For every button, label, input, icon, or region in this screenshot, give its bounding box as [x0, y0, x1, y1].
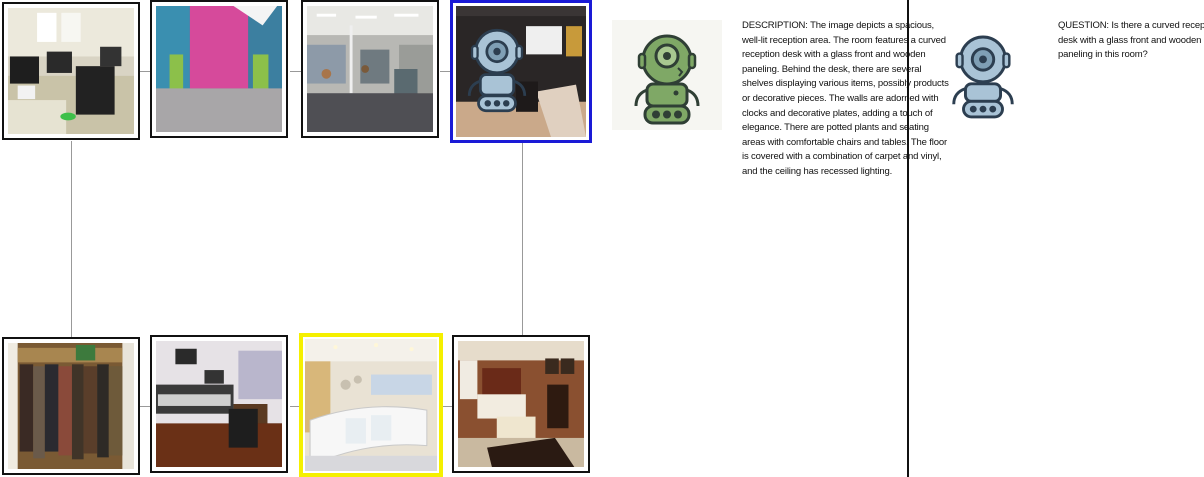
connector-line	[290, 71, 302, 72]
blue-robot-icon	[467, 28, 527, 113]
shopping-hall-image	[307, 6, 433, 132]
bedroom-image	[458, 341, 584, 467]
image-tile-closet[interactable]	[2, 337, 140, 475]
closet-image	[8, 343, 134, 469]
description-text: DESCRIPTION: The image depicts a spaciou…	[742, 20, 949, 177]
image-tile-attic-room[interactable]	[150, 0, 288, 138]
reception-area-image	[305, 339, 437, 471]
connector-line	[140, 71, 152, 72]
image-tile-computer-lab[interactable]	[2, 2, 140, 140]
blue-robot-icon	[952, 35, 1014, 119]
connector-line	[522, 142, 523, 337]
image-tile-bedroom[interactable]	[452, 335, 590, 473]
panel-divider	[907, 0, 909, 477]
connector-line	[440, 71, 452, 72]
green-robot-icon	[634, 34, 700, 125]
image-tile-dark-room-with-robot[interactable]	[450, 0, 592, 143]
green-robot-avatar	[612, 20, 722, 130]
connector-line	[140, 406, 152, 407]
attic-room-image	[156, 6, 282, 132]
blue-robot-avatar	[944, 30, 1022, 120]
connector-line	[290, 406, 302, 407]
image-tile-reception-area[interactable]	[299, 333, 443, 477]
image-tile-recording-studio[interactable]	[150, 335, 288, 473]
computer-lab-image	[8, 8, 134, 134]
image-tile-shopping-hall[interactable]	[301, 0, 439, 138]
connector-line	[440, 406, 452, 407]
dark-room-image	[456, 6, 586, 137]
recording-studio-image	[156, 341, 282, 467]
question-text: QUESTION: Is there a curved reception de…	[1058, 20, 1204, 61]
connector-line	[71, 141, 72, 337]
